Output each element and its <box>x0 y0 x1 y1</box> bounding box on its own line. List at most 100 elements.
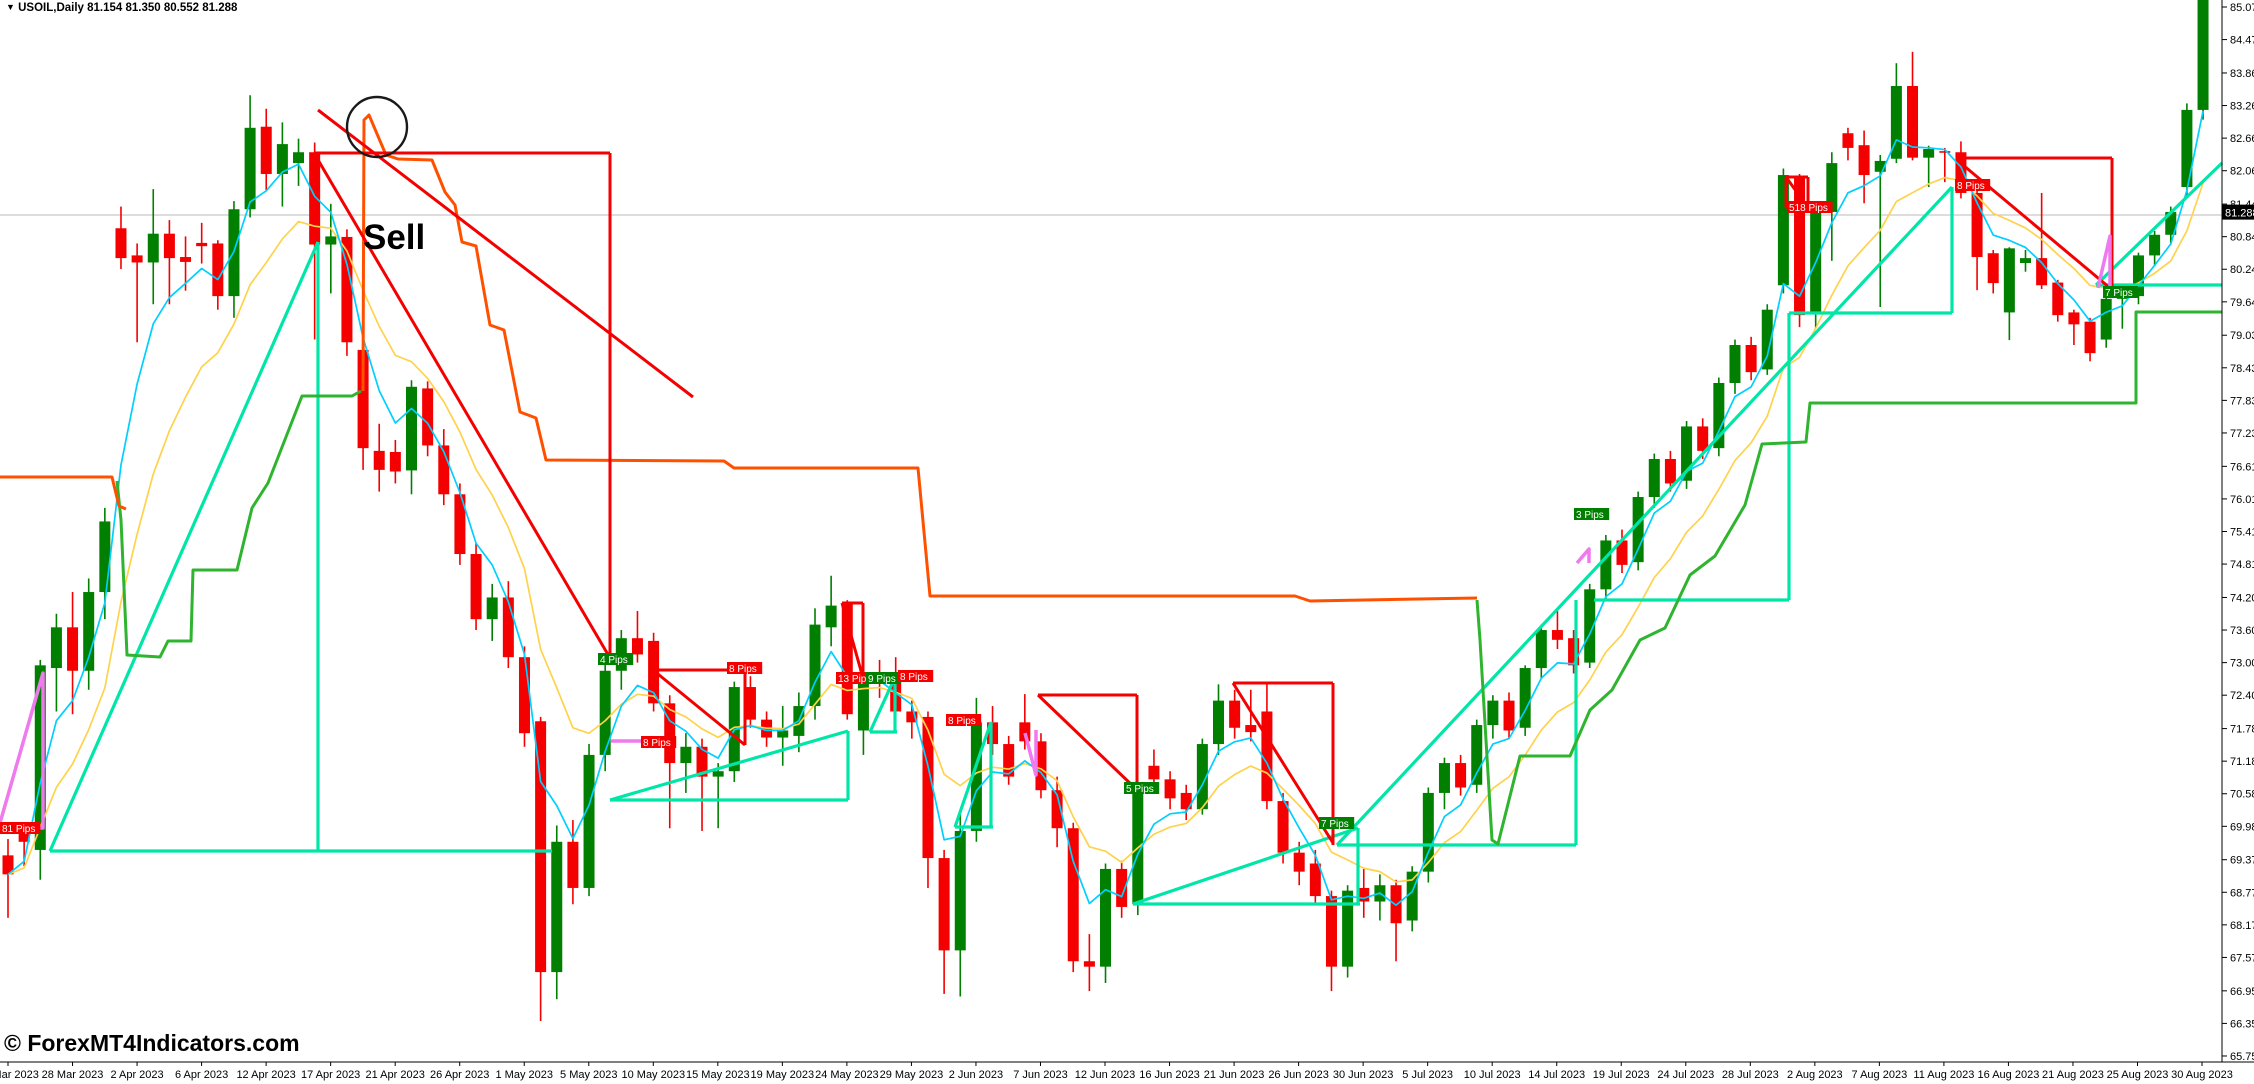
candle-body <box>1987 253 1999 284</box>
candle-body <box>1745 344 1757 373</box>
pip-label-bg <box>2103 286 2139 298</box>
candle-body <box>1148 765 1160 780</box>
pip-label: 9 Pips <box>868 674 896 685</box>
candle-body <box>1116 868 1128 907</box>
candle-body <box>1955 152 1967 193</box>
candle-body <box>341 236 353 343</box>
price-tick-label: 76.015 <box>2230 494 2254 506</box>
date-tick-label: 30 Jun 2023 <box>1333 1069 1394 1081</box>
signal-circle-annotation <box>345 95 409 159</box>
candle-body <box>34 665 46 850</box>
candle-body <box>1003 744 1015 777</box>
date-tick-label: 2 Aug 2023 <box>1787 1069 1843 1081</box>
candle-body <box>115 228 127 259</box>
candle-body <box>518 657 530 734</box>
candle-body <box>2020 258 2031 264</box>
date-tick-label: 11 Aug 2023 <box>1913 1069 1974 1081</box>
price-tick-label: 65.755 <box>2230 1051 2254 1063</box>
candle-body <box>906 711 918 723</box>
candle-body <box>2132 255 2144 297</box>
candle-body <box>1971 192 1983 258</box>
pip-label: 8 Pips <box>1957 181 1985 192</box>
pip-label: 3 Pips <box>1576 510 1604 521</box>
candle-body <box>147 233 159 263</box>
date-tick-label: 17 Apr 2023 <box>301 1069 360 1081</box>
candle-body <box>1503 700 1515 731</box>
price-tick-label: 77.830 <box>2230 395 2254 407</box>
date-tick-label: 23 Mar 2023 <box>0 1069 39 1081</box>
price-tick-label: 67.570 <box>2230 952 2254 964</box>
ma-slow-line <box>7 176 2204 883</box>
candle-body <box>357 349 369 449</box>
price-tick-label: 82.660 <box>2230 133 2254 145</box>
candle-body <box>567 841 579 888</box>
date-tick-label: 29 May 2023 <box>880 1069 944 1081</box>
date-tick-label: 21 Aug 2023 <box>2042 1069 2104 1081</box>
price-tick-label: 66.355 <box>2230 1018 2254 1030</box>
pip-label-bg <box>727 662 763 674</box>
candle-body <box>438 445 450 495</box>
price-axis: 85.07584.47583.86083.26082.66082.06081.4… <box>2222 2 2254 1063</box>
candle-body <box>422 388 434 446</box>
watermark-text: © ForexMT4Indicators.com <box>4 1030 300 1056</box>
candle-body <box>1713 382 1725 449</box>
date-tick-label: 21 Jun 2023 <box>1204 1069 1265 1081</box>
candle-body <box>1229 700 1241 728</box>
candle-body <box>680 746 692 764</box>
price-tick-label: 71.185 <box>2230 756 2254 768</box>
candle-body <box>1761 309 1773 370</box>
candle-body <box>551 841 563 973</box>
pip-label-bg <box>898 670 934 682</box>
symbol-collapse-icon[interactable]: ▼ <box>6 2 15 12</box>
pip-label: 518 Pips <box>1789 203 1828 214</box>
date-tick-label: 21 Apr 2023 <box>366 1069 425 1081</box>
candle-body <box>1584 589 1596 663</box>
candle-body <box>373 450 385 470</box>
price-tick-label: 79.645 <box>2230 297 2254 309</box>
date-tick-label: 10 May 2023 <box>621 1069 685 1081</box>
candle-body <box>1261 711 1273 802</box>
date-tick-label: 16 Aug 2023 <box>1978 1069 2040 1081</box>
current-price-label: 81.288 <box>2225 208 2254 220</box>
price-tick-label: 74.815 <box>2230 559 2254 571</box>
candles-layer <box>2 0 2209 1021</box>
candle-body <box>1245 725 1257 733</box>
date-tick-label: 10 Jul 2023 <box>1464 1069 1521 1081</box>
annotations <box>345 95 409 159</box>
pip-label: 8 Pips <box>900 672 928 683</box>
candle-body <box>309 152 321 245</box>
candle-body <box>1083 961 1095 967</box>
pip-label-bg <box>641 736 677 748</box>
candle-body <box>1422 792 1434 872</box>
symbol-quote-header: ▼ USOIL,Daily 81.154 81.350 80.552 81.28… <box>6 2 237 14</box>
candle-body <box>696 746 708 777</box>
candle-body <box>163 233 175 259</box>
candle-body <box>1406 871 1418 921</box>
price-tick-label: 85.075 <box>2230 2 2254 14</box>
candle-body <box>1858 145 1870 176</box>
price-tick-label: 69.370 <box>2230 855 2254 867</box>
candle-body <box>664 703 676 764</box>
candle-body <box>712 771 724 777</box>
candle-body <box>1164 779 1176 799</box>
candle-body <box>454 494 466 555</box>
candle-body <box>2003 248 2015 313</box>
candle-body <box>841 602 853 715</box>
date-tick-label: 15 May 2023 <box>686 1069 750 1081</box>
candle-body <box>1358 887 1370 902</box>
price-tick-label: 76.615 <box>2230 461 2254 473</box>
candle-body <box>777 730 789 738</box>
candle-body <box>1890 86 1902 159</box>
price-tick-label: 66.955 <box>2230 986 2254 998</box>
candle-body <box>631 638 643 655</box>
candle-body <box>970 722 982 831</box>
price-tick-label: 84.475 <box>2230 35 2254 47</box>
pip-label: 5 Pips <box>1126 784 1154 795</box>
pip-label-bg <box>598 653 634 665</box>
candle-body <box>1535 630 1547 669</box>
candle-body <box>470 554 482 620</box>
pip-label-bg <box>866 672 902 684</box>
price-tick-label: 69.985 <box>2230 821 2254 833</box>
